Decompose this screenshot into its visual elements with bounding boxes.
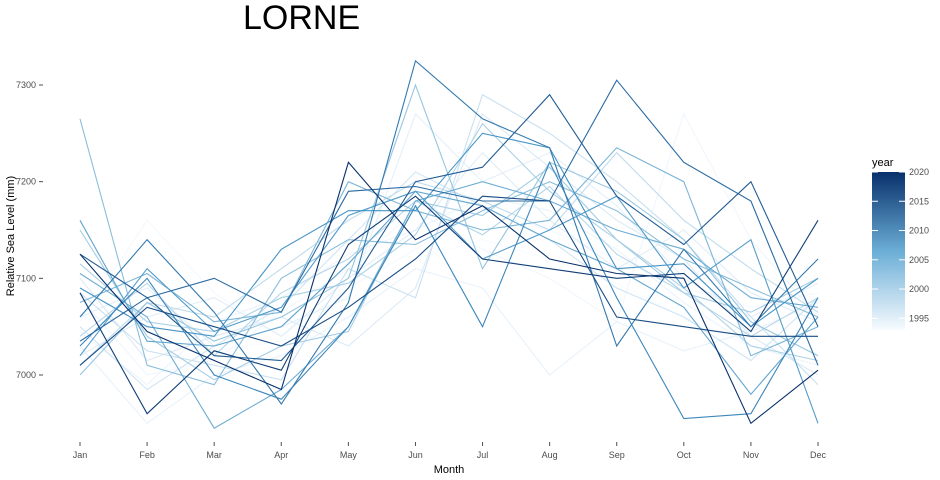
legend-tick-label: 1995 bbox=[909, 313, 929, 323]
x-tick-label: Apr bbox=[274, 450, 288, 460]
series-line-1997 bbox=[79, 268, 819, 425]
x-axis-title: Month bbox=[434, 464, 465, 476]
x-tick-label: Mar bbox=[206, 450, 222, 460]
x-tick-label: Nov bbox=[743, 450, 760, 460]
series-line-2010 bbox=[79, 181, 819, 429]
legend-tick-label: 2005 bbox=[909, 255, 929, 265]
x-tick-label: Feb bbox=[139, 450, 155, 460]
x-axis: Jan Feb Mar Apr May Jun Jul Aug Sep Oct Nov Dec bbox=[73, 442, 827, 460]
legend-ticks: 1995 2000 2005 2010 2015 2020 bbox=[872, 167, 929, 323]
legend-tick-label: 2010 bbox=[909, 226, 929, 236]
y-axis-title: Relative Sea Level (mm) bbox=[5, 176, 17, 296]
y-axis: 7000 7100 7200 7300 bbox=[16, 80, 43, 380]
y-tick-label: 7000 bbox=[16, 370, 36, 380]
series-line-2016 bbox=[79, 79, 819, 366]
series-line-2012 bbox=[79, 190, 819, 424]
series-line-2020 bbox=[79, 161, 819, 425]
y-tick-label: 7300 bbox=[16, 80, 36, 90]
series-line-2015 bbox=[79, 59, 819, 405]
series-lines bbox=[79, 59, 819, 429]
y-tick-label: 7100 bbox=[16, 273, 36, 283]
series-line-2004 bbox=[79, 185, 819, 357]
series-line-2014 bbox=[79, 160, 819, 420]
series-line-2017 bbox=[79, 93, 819, 362]
x-tick-label: May bbox=[340, 450, 358, 460]
chart-title: LORNE bbox=[243, 0, 360, 37]
series-line-2006 bbox=[79, 166, 819, 381]
legend-title: year bbox=[872, 157, 894, 169]
legend-tick-label: 2020 bbox=[909, 167, 929, 177]
legend-tick-label: 2000 bbox=[909, 284, 929, 294]
x-tick-label: Dec bbox=[810, 450, 827, 460]
series-line-2011 bbox=[79, 190, 819, 396]
series-line-2009 bbox=[79, 147, 819, 357]
legend: year 1995 2000 2005 2010 2015 2020 bbox=[872, 157, 929, 330]
x-tick-label: Jun bbox=[408, 450, 423, 460]
x-tick-label: Jul bbox=[477, 450, 489, 460]
y-tick-label: 7200 bbox=[16, 177, 36, 187]
x-tick-label: Oct bbox=[677, 450, 692, 460]
series-line-2018 bbox=[79, 195, 818, 366]
x-tick-label: Aug bbox=[542, 450, 558, 460]
series-line-2019 bbox=[79, 195, 819, 415]
legend-tick-label: 2015 bbox=[909, 196, 929, 206]
series-line-2000 bbox=[79, 113, 819, 376]
series-line-1996 bbox=[79, 195, 819, 386]
series-line-2005 bbox=[79, 122, 819, 362]
series-line-1998 bbox=[79, 112, 819, 347]
series-line-2013 bbox=[79, 132, 819, 337]
legend-colorbar bbox=[872, 172, 905, 330]
x-tick-label: Sep bbox=[609, 450, 625, 460]
series-line-2001 bbox=[79, 171, 819, 391]
x-tick-label: Jan bbox=[73, 450, 88, 460]
